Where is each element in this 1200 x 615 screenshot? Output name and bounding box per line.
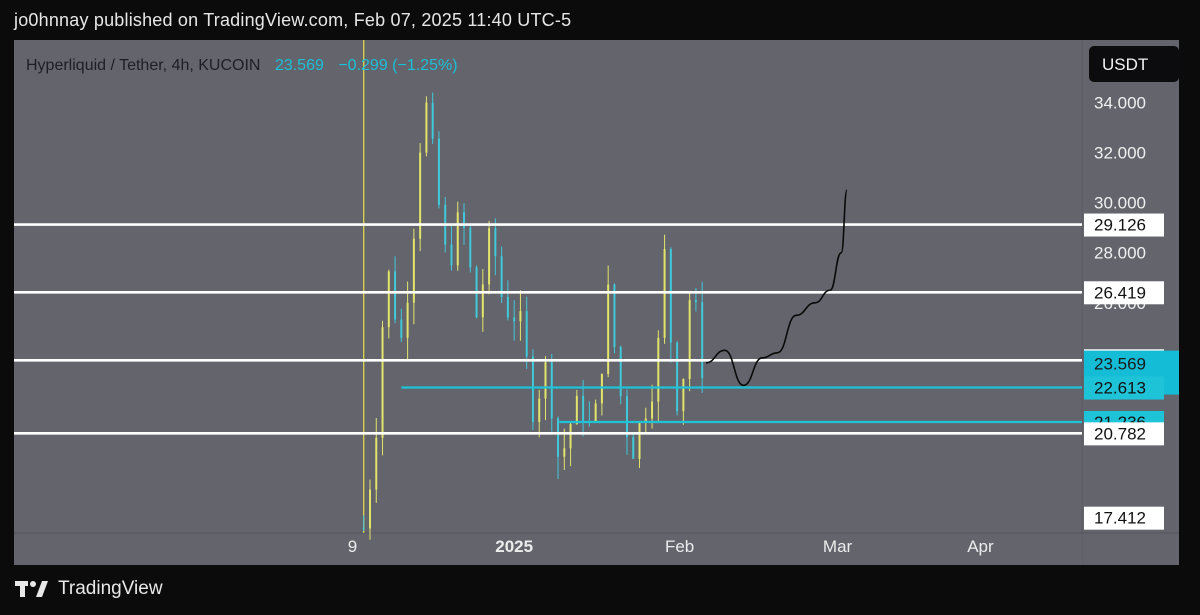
price-level-value: 17.412 (1094, 509, 1146, 528)
price-level-label: 17.412 (1084, 506, 1164, 530)
tradingview-logo-icon (15, 581, 48, 597)
price-tick-label: 28.000 (1094, 244, 1146, 263)
currency-button[interactable]: USDT (1089, 46, 1179, 82)
price-tick-label: 30.000 (1094, 194, 1146, 213)
projection-drawing[interactable] (705, 189, 848, 387)
candle-body (463, 212, 466, 228)
candle-body (437, 138, 440, 205)
candle-body (557, 418, 560, 457)
brand-name: TradingView (58, 578, 163, 599)
candle-body (538, 398, 541, 422)
candle-body (369, 489, 371, 529)
candle-body (456, 212, 459, 266)
candle-body (387, 271, 390, 328)
candle-body (550, 362, 553, 419)
current-price-value: 23.569 (1094, 355, 1146, 374)
price-axis-labels: 29.12626.41923.70223.56903:19:4722.61321… (1084, 213, 1179, 530)
candle-body (375, 437, 378, 490)
candle-body (682, 379, 685, 412)
price-level-label: 26.419 (1084, 281, 1164, 305)
price-level-value: 29.126 (1094, 216, 1146, 235)
price-tick-label: 34.000 (1094, 94, 1146, 113)
candle-body (494, 228, 497, 257)
price-level-value: 20.782 (1094, 424, 1146, 443)
candle-body (419, 152, 422, 239)
time-tick-label: 2025 (495, 537, 533, 556)
chart-legend[interactable]: Hyperliquid / Tether, 4h, KUCOIN 23.569 … (26, 57, 458, 74)
time-axis-ticks: 9 2025 Feb Mar Apr (348, 537, 994, 556)
footer-brand: TradingView (14, 576, 163, 602)
candle-body (481, 284, 484, 318)
candle-body (676, 342, 679, 412)
candle-body (657, 337, 660, 402)
price-level-label: 22.613 (1084, 376, 1164, 400)
candle-body (519, 311, 522, 322)
candle-body (607, 284, 610, 374)
price-level-value: 22.613 (1094, 379, 1146, 398)
candle-body (531, 356, 534, 422)
candle-body (619, 347, 622, 397)
candle-body (688, 299, 691, 380)
candle-body (594, 403, 597, 422)
candle-body (412, 238, 415, 303)
candle-body (506, 296, 509, 318)
candle-body (406, 302, 409, 338)
price-level-label: 20.782 (1084, 422, 1164, 446)
projection-line[interactable] (705, 189, 848, 387)
candle-body (513, 317, 516, 322)
candle-body (625, 396, 628, 438)
time-tick-label: Feb (665, 537, 694, 556)
horizontal-levels[interactable] (14, 223, 1082, 435)
candle-body (394, 271, 397, 320)
publisher-header: jo0hnnay published on TradingView.com, F… (14, 10, 572, 30)
price-level-label: 29.126 (1084, 213, 1164, 237)
price-change: −0.299 (−1.25%) (338, 57, 457, 74)
candle-body (644, 418, 647, 423)
plot-background (14, 40, 1082, 565)
last-price: 23.569 (275, 57, 324, 74)
time-axis-background[interactable] (14, 533, 1082, 565)
candle-body (544, 362, 547, 399)
candle-body (362, 527, 365, 529)
candle-body (701, 302, 704, 379)
candle-body (694, 299, 697, 303)
candle-body (613, 284, 616, 348)
candle-body (600, 373, 603, 404)
price-level-value: 26.419 (1094, 283, 1146, 302)
time-tick-label: Apr (967, 537, 994, 556)
candle-body (638, 422, 641, 459)
time-tick-label: Mar (823, 537, 853, 556)
symbol-label[interactable]: Hyperliquid / Tether, 4h, KUCOIN (26, 57, 260, 74)
candle-body (488, 228, 491, 285)
candle-body (563, 448, 566, 457)
candle-body (669, 249, 672, 343)
candle-body (400, 319, 403, 338)
time-tick-label: 9 (348, 537, 357, 556)
candle-body (569, 424, 572, 449)
currency-label: USDT (1102, 55, 1148, 74)
candle-body (450, 244, 453, 266)
candle-body (651, 401, 654, 419)
candle-body (425, 102, 428, 153)
candle-body (632, 437, 635, 459)
candle-body (381, 327, 384, 438)
candle-body (500, 256, 503, 297)
candle-body (525, 311, 528, 357)
candle-body (582, 395, 585, 421)
candle-body (431, 102, 434, 139)
candle-body (469, 227, 472, 268)
price-tick-label: 32.000 (1094, 144, 1146, 163)
candle-body (575, 395, 578, 425)
